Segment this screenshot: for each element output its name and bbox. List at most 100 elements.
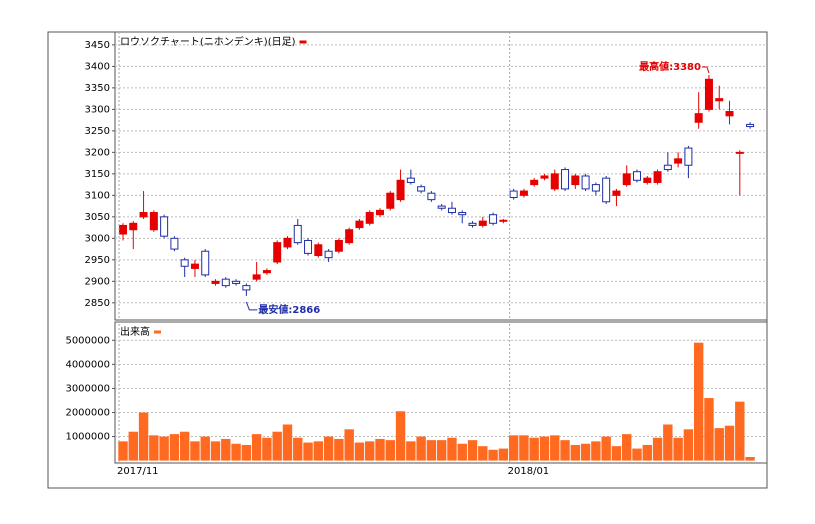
volume-bar [344, 429, 354, 461]
panel-title: 出来高 [120, 325, 150, 338]
volume-bar [611, 446, 622, 461]
candle-body [273, 242, 282, 263]
candle-body [633, 171, 641, 181]
y-tick-label: 2950 [85, 255, 110, 266]
y-tick-label: 3000 [85, 233, 110, 244]
volume-bar [251, 434, 262, 461]
volume-bar [282, 424, 293, 461]
volume-bar [354, 442, 365, 461]
candle-body [119, 224, 127, 235]
candle-body [355, 220, 364, 229]
candle-body [581, 175, 590, 190]
volume-bar [735, 401, 745, 461]
y-tick-label: 3150 [85, 169, 110, 180]
candle-body [530, 179, 539, 186]
y-tick-label: 3200 [85, 147, 110, 158]
volume-bar [221, 438, 231, 461]
volume-bar [498, 448, 509, 461]
candle-body [160, 216, 169, 237]
volume-panel [114, 321, 768, 464]
y-tick-label: 3350 [85, 83, 110, 94]
y-tick-label: 3250 [85, 126, 110, 137]
volume-bar [560, 440, 570, 461]
candle-body [396, 179, 405, 201]
candle-body [735, 151, 744, 154]
volume-bar [704, 398, 714, 461]
candle-body [550, 173, 559, 190]
candle-body [653, 171, 662, 183]
candle-body [252, 274, 261, 280]
candle-body [602, 177, 611, 203]
candle-body [365, 212, 374, 224]
volume-bar [642, 444, 652, 461]
y-tick-label: 5000000 [65, 335, 110, 346]
volume-bar [375, 438, 385, 461]
volume-bar [601, 436, 611, 461]
candle-body [232, 280, 241, 284]
y-tick-label: 3300 [85, 104, 110, 115]
candle-body [376, 209, 384, 216]
x-tick-label: 2017/11 [117, 466, 159, 477]
candle-body [417, 186, 426, 192]
volume-bar [529, 437, 539, 461]
y-tick-label: 2000000 [65, 407, 110, 418]
candle-body [304, 239, 313, 254]
candle-body [129, 222, 138, 231]
volume-bar [508, 435, 519, 461]
volume-bar [365, 441, 375, 461]
volume-bar [118, 441, 128, 461]
candle-body [283, 237, 292, 248]
y-tick-label: 4000000 [65, 359, 110, 370]
volume-bar [313, 441, 324, 461]
volume-bar [591, 441, 601, 461]
volume-bar [693, 342, 704, 461]
y-tick-label: 2850 [85, 298, 110, 309]
candle-body [704, 78, 713, 110]
candle-body [242, 285, 251, 291]
candle-body [694, 113, 703, 123]
volume-bar [149, 435, 159, 461]
volume-bar [169, 434, 180, 461]
volume-bar [231, 443, 241, 461]
volume-bar [406, 441, 416, 461]
volume-bar [241, 444, 252, 461]
volume-bar [436, 440, 447, 461]
volume-bar [303, 442, 313, 461]
annotation: 最安値:2866 [258, 303, 320, 316]
candle-body [221, 278, 230, 287]
y-tick-label: 3000000 [65, 383, 110, 394]
candle-body [561, 169, 570, 190]
candle-body [612, 190, 621, 196]
volume-bar [395, 411, 406, 461]
volume-bar [457, 443, 467, 461]
volume-bar [478, 446, 488, 461]
candle-body [746, 123, 755, 128]
volume-bar [663, 424, 673, 461]
volume-bar [550, 435, 560, 461]
volume-bar [272, 431, 282, 461]
candle-body [180, 259, 189, 267]
candle-body [458, 212, 467, 216]
volume-bar [539, 436, 550, 461]
volume-bar [385, 440, 395, 461]
candle-body [386, 192, 395, 209]
volume-bar [323, 436, 334, 461]
volume-bar [210, 441, 221, 461]
volume-bar [570, 444, 581, 461]
volume-bar [293, 437, 303, 461]
volume-bar [632, 448, 642, 461]
volume-bar [190, 441, 200, 461]
candle-body [489, 214, 498, 224]
volume-bar [488, 449, 498, 461]
candle-body [725, 111, 734, 117]
candle-body [437, 205, 446, 209]
candle-body [149, 212, 158, 231]
y-tick-label: 3050 [85, 212, 110, 223]
candle-body [663, 164, 672, 171]
x-tick-label: 2018/01 [508, 466, 550, 477]
candle-body [499, 219, 508, 222]
volume-bar [580, 443, 591, 461]
annotation: 最高値:3380 [639, 60, 701, 73]
candle-body [591, 184, 600, 192]
volume-bar [519, 435, 529, 461]
